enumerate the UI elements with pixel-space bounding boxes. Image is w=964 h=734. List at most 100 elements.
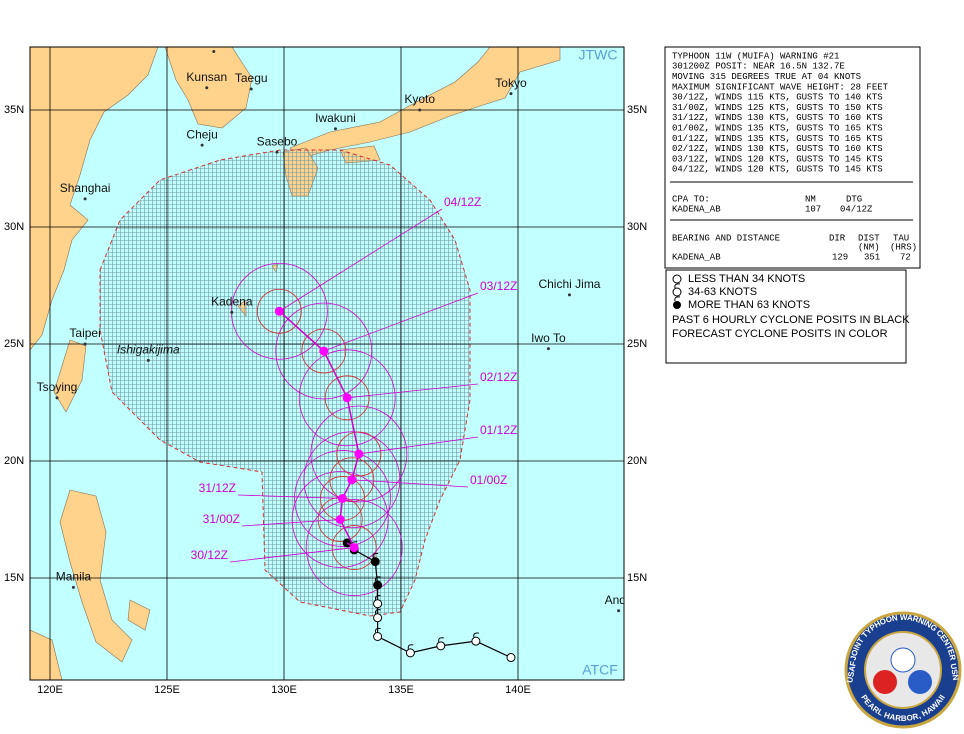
corner-label: ATCF [582,662,618,678]
legend-symbol [674,296,681,302]
bearing-header: DIR [829,233,846,243]
legend-note: FORECAST CYCLONE POSITS IN COLOR [672,328,888,340]
place-marker [200,143,204,147]
place-marker [509,92,513,96]
lat-label: 30N [627,221,647,233]
lat-label: 35N [4,104,24,116]
past-position [373,613,383,623]
warning-line: 02/12Z, WINDS 130 KTS, GUSTS TO 160 KTS [672,144,883,154]
warning-line: 31/12Z, WINDS 130 KTS, GUSTS TO 160 KTS [672,113,883,123]
map: Seoul Kunsan Taegu Cheju Sasebo Iwakuni Kyoto T… [30,47,633,680]
radius-34kt [305,499,403,596]
past-position-tail [438,637,444,642]
warning-line: 03/12Z, WINDS 120 KTS, GUSTS TO 145 KTS [672,154,883,164]
forecast-leader [229,547,355,563]
lat-label: 35N [627,104,647,116]
place-label: Taegu [235,71,268,85]
place-label: Kadena [211,295,253,309]
warning-box [664,46,921,269]
forecast-label: 30/12Z [191,548,228,562]
warning-line: 301200Z POSIT: NEAR 16.5N 132.7E [672,62,845,72]
wind-radii [230,262,408,596]
forecast-label: 31/00Z [203,512,240,526]
place-marker [249,87,253,91]
place-label: Ande [605,593,633,607]
bearing-header: DIST [858,233,880,243]
past-position-tail [374,576,381,582]
lat-label: 20N [4,455,24,467]
bearing-cell: 72 [900,252,911,262]
seal-emblem [890,647,916,673]
forecast-label: 02/12Z [480,370,517,384]
bearing-header: TAU [893,233,909,243]
place-label: Sasebo [257,134,298,148]
forecast-position [342,393,352,403]
past-position [405,648,415,658]
forecast-position [349,543,359,553]
danger-area [99,149,471,617]
lon-label: 135E [388,684,414,696]
forecast-label: 04/12Z [444,195,481,209]
forecast-label: 01/12Z [480,423,517,437]
place-marker [146,358,150,362]
bearing-header: (NM) [858,242,880,252]
place-label: Ishigakijima [117,343,180,357]
place-label: Shanghai [60,181,111,195]
radius-34kt [275,302,373,400]
forecast-label: 31/12Z [199,481,236,495]
lat-label: 15N [627,572,647,584]
cpa-header: NM [805,194,816,204]
radius-34kt [291,471,389,568]
lon-label: 140E [505,684,531,696]
radius-34kt [298,349,396,447]
forecast-leader [347,383,479,399]
past-position-tail [374,595,381,600]
cpa-header: DTG [846,194,862,204]
place-marker [83,197,87,201]
place-marker [71,585,75,589]
forecast-leader [279,208,443,312]
warning-line: MAXIMUM SIGNIFICANT WAVE HEIGHT: 28 FEET [672,82,889,92]
lat-label: 20N [627,455,647,467]
legend-item: MORE THAN 63 KNOTS [688,299,810,311]
past-position [471,636,481,646]
place-label: Taipei [69,326,100,340]
radius-50kt [256,288,302,334]
place-marker [55,396,59,400]
bearing-cell: 351 [864,252,880,262]
place-label: Iwo To [531,331,566,345]
bearing-header: (HRS) [890,242,917,252]
seal-emblem [873,670,897,694]
warning-line: 01/00Z, WINDS 135 KTS, GUSTS TO 165 KTS [672,123,883,133]
past-position [506,653,516,663]
forecast-label: 03/12Z [480,279,517,293]
place-marker [333,127,337,131]
forecast-position [347,475,357,485]
place-label: Manila [56,570,92,584]
forecast-leader [351,479,469,488]
warning-line: 31/00Z, WINDS 125 KTS, GUSTS TO 150 KTS [672,103,883,113]
lon-label: 130E [271,684,297,696]
cpa-cell: 107 [805,204,821,214]
lat-label: 30N [4,221,24,233]
lon-label: 125E [154,684,180,696]
cpa-cell: KADENA_AB [672,204,721,214]
legend-symbol [673,301,681,309]
warning-line: TYPHOON 11W (MUIFA) WARNING #21 [672,51,839,61]
forecast-leader [241,519,341,527]
legend-note: PAST 6 HOURLY CYCLONE POSITS IN BLACK [672,314,910,326]
cpa-cell: 04/12Z [840,204,873,214]
place-marker [83,342,87,346]
warning-line: 01/12Z, WINDS 135 KTS, GUSTS TO 165 KTS [672,134,883,144]
legend-box [665,269,907,364]
place-label: Kyoto [404,92,435,106]
past-position [373,580,383,590]
legend-symbol [672,287,682,297]
place-marker [418,108,422,112]
past-position-tail [372,552,379,558]
track [229,208,516,663]
place-label: Tsoying [37,380,78,394]
radius-50kt [336,431,382,477]
